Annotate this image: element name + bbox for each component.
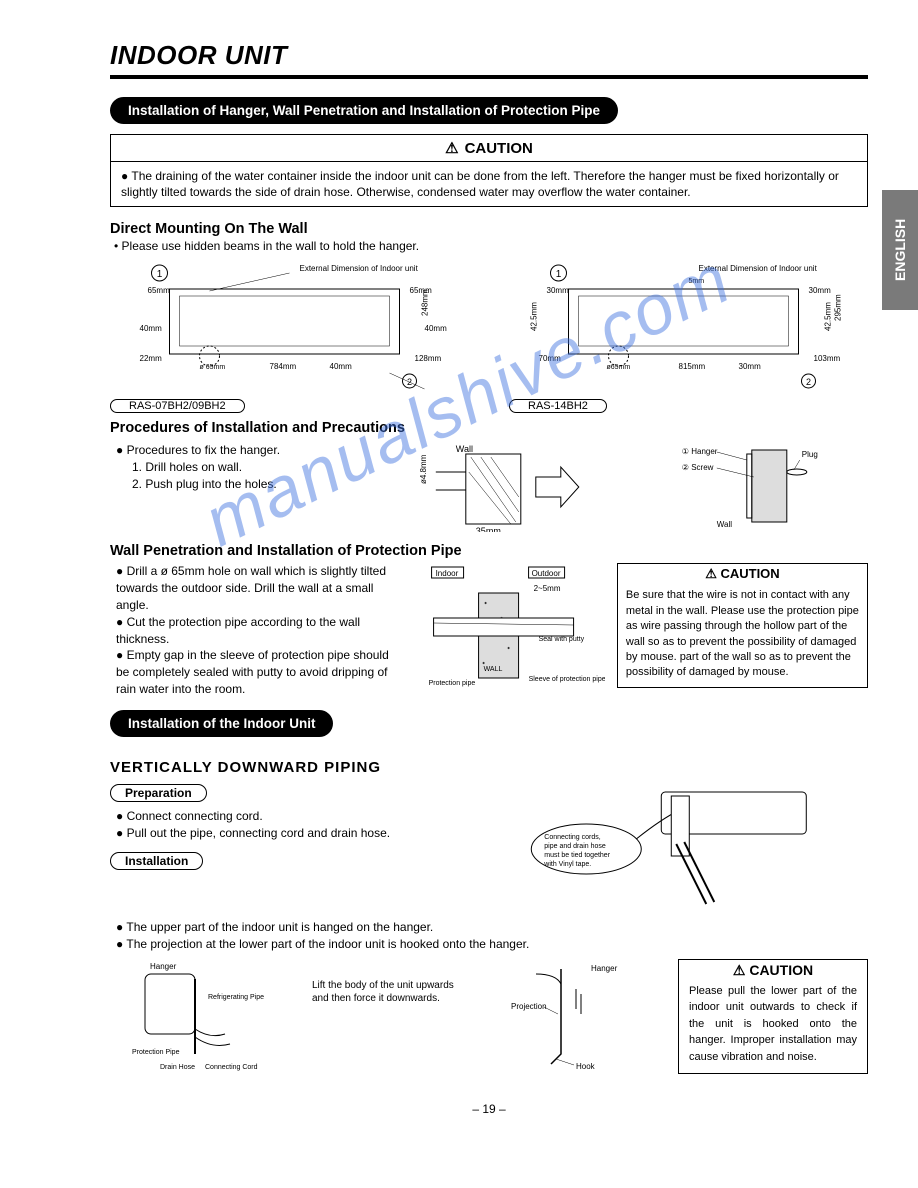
svg-text:40mm: 40mm [425,324,448,333]
proc-step2: 2. Push plug into the holes. [132,476,365,493]
inst-b2: The projection at the lower part of the … [116,936,868,953]
proc-intro: Procedures to fix the hanger. [116,442,365,459]
prep-b1: Connect connecting cord. [116,808,445,825]
caution3-body: Please pull the lower part of the indoor… [679,983,867,1074]
svg-text:ø4.8mm: ø4.8mm [419,455,428,485]
caution-box-1: CAUTION The draining of the water contai… [110,134,868,207]
svg-text:② Screw: ② Screw [682,463,714,472]
vdp-head: VERTICALLY DOWNWARD PIPING [110,759,868,776]
svg-text:① Hanger: ① Hanger [682,447,718,456]
lift-text: Lift the body of the unit upwards and th… [312,959,464,1005]
model-pill-1: RAS-07BH2/09BH2 [110,399,245,413]
unit-diagram: Connecting cords,pipe and drain hosemust… [465,784,868,919]
svg-text:Outdoor: Outdoor [531,569,560,578]
svg-text:Protection Pipe: Protection Pipe [132,1049,180,1056]
hanger-diagram-2: Hanger Projection Hook [476,959,666,1084]
svg-text:Protection pipe: Protection pipe [428,680,475,687]
svg-text:Refrigerating Pipe: Refrigerating Pipe [208,994,264,1001]
proc-diagram-1: Wall ø4.8mm 35mm [385,442,617,537]
svg-text:815mm: 815mm [679,362,706,371]
svg-text:295mm: 295mm [834,294,843,321]
svg-text:5mm: 5mm [689,278,705,285]
diagram-ras07: 1 External Dimension of Indoor unit 65mm… [110,261,469,414]
caution2-body: Be sure that the wire is not in contact … [618,584,867,686]
svg-text:Hanger: Hanger [591,964,618,973]
svg-text:65mm: 65mm [148,286,171,295]
svg-text:30mm: 30mm [739,362,762,371]
direct-mount-head: Direct Mounting On The Wall [110,221,868,237]
proc-step1: 1. Drill holes on wall. [132,459,365,476]
svg-text:Sleeve of protection pipe: Sleeve of protection pipe [528,676,605,683]
svg-text:External Dimension of Indoor u: External Dimension of Indoor unit [699,264,818,273]
svg-text:Wall: Wall [717,520,732,529]
model-pill-2: RAS-14BH2 [509,399,607,413]
wallpen-diagram: Indoor Outdoor 2~5mm WALL Seal with putt… [412,563,605,698]
svg-text:22mm: 22mm [140,354,163,363]
language-tab: ENGLISH [882,190,918,310]
svg-text:30mm: 30mm [547,286,570,295]
caution-box-2: CAUTION Be sure that the wire is not in … [617,563,868,687]
inst-pill: Installation [110,852,203,870]
svg-text:1: 1 [556,269,562,280]
caution2-head: CAUTION [618,564,867,584]
wallpen-b1: Drill a ø 65mm hole on wall which is sli… [116,563,400,613]
svg-text:Plug: Plug [802,450,818,459]
inst-b1: The upper part of the indoor unit is han… [116,919,868,936]
svg-text:42.5mm: 42.5mm [824,302,833,331]
svg-text:40mm: 40mm [140,324,163,333]
svg-text:ø65mm: ø65mm [607,364,631,371]
svg-text:Connecting Cord: Connecting Cord [205,1064,258,1071]
svg-text:40mm: 40mm [330,362,353,371]
svg-text:Drain Hose: Drain Hose [160,1064,195,1071]
svg-text:103mm: 103mm [814,354,841,363]
wallpen-b3: Empty gap in the sleeve of protection pi… [116,647,400,697]
section1-pill: Installation of Hanger, Wall Penetration… [110,97,618,124]
procedures-head: Procedures of Installation and Precautio… [110,420,868,436]
svg-text:Seal with putty: Seal with putty [538,636,584,643]
wallpen-head: Wall Penetration and Installation of Pro… [110,543,868,559]
svg-text:70mm: 70mm [539,354,562,363]
svg-text:Hook: Hook [576,1062,596,1071]
caution-head: CAUTION [111,135,867,162]
svg-text:Projection: Projection [511,1002,547,1011]
wallpen-b2: Cut the protection pipe according to the… [116,614,400,648]
svg-text:784mm: 784mm [270,362,297,371]
ext-dim-label: External Dimension of Indoor unit [300,264,419,273]
title-rule [110,75,868,79]
svg-text:2~5mm: 2~5mm [533,584,560,593]
svg-text:Hanger: Hanger [150,962,177,971]
caution-box-3: CAUTION Please pull the lower part of th… [678,959,868,1075]
svg-text:1: 1 [157,269,163,280]
prep-b2: Pull out the pipe, connecting cord and d… [116,825,445,842]
svg-text:WALL: WALL [483,666,502,673]
prep-pill: Preparation [110,784,207,802]
svg-text:128mm: 128mm [415,354,442,363]
hanger-diagram-1: Hanger Refrigerating Pipe Protection Pip… [110,959,300,1084]
svg-text:Wall: Wall [456,444,473,454]
page-number: – 19 – [110,1102,868,1116]
caution3-head: CAUTION [679,960,867,983]
svg-text:248mm: 248mm [421,289,430,316]
svg-text:Indoor: Indoor [435,569,458,578]
svg-text:ø 65mm: ø 65mm [200,364,226,371]
svg-text:2: 2 [806,377,811,387]
svg-text:35mm: 35mm [476,526,501,532]
diagram-ras14: 1 External Dimension of Indoor unit 5mm … [509,261,868,414]
caution-body: The draining of the water container insi… [111,162,867,206]
section2-pill: Installation of the Indoor Unit [110,710,333,737]
page-title: INDOOR UNIT [110,40,868,71]
direct-mount-text: Please use hidden beams in the wall to h… [114,239,868,253]
svg-text:42.5mm: 42.5mm [530,302,539,331]
proc-diagram-2: ① Hanger ② Screw Plug Wall [636,442,868,537]
svg-text:30mm: 30mm [809,286,832,295]
